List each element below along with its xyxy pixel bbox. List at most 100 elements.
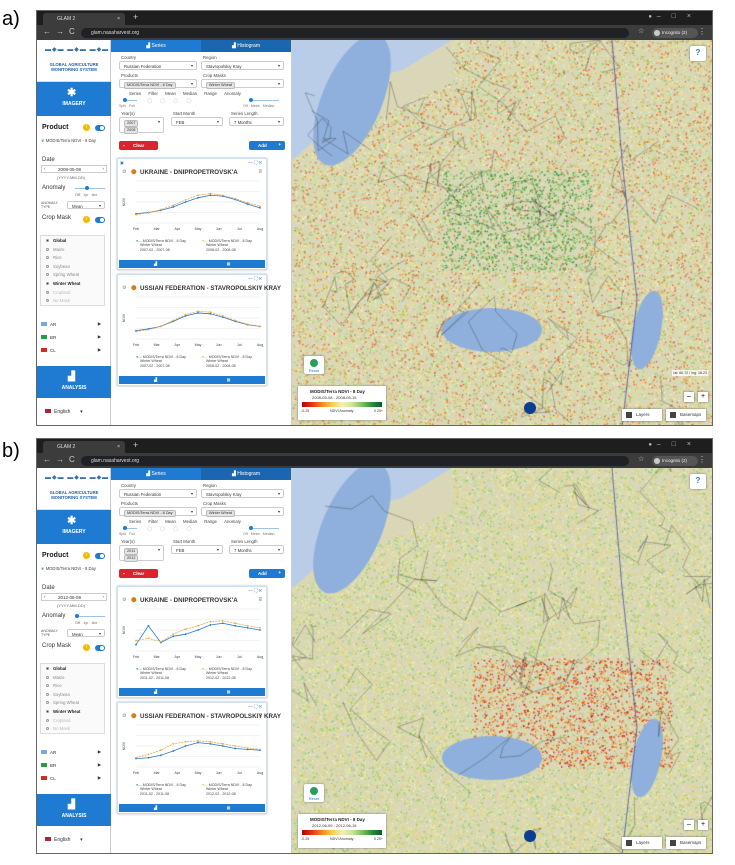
card-controls-icon[interactable]: — ⛶ ✕ — [248, 276, 262, 281]
region-select[interactable]: Stavropolskiy Kray — [201, 61, 284, 70]
series-point[interactable] — [159, 208, 162, 211]
series-point[interactable] — [159, 640, 162, 643]
series-point[interactable] — [234, 747, 237, 750]
series-length-select[interactable]: 7 Months — [229, 545, 284, 554]
series-point[interactable] — [197, 194, 199, 197]
series-point[interactable] — [172, 633, 175, 636]
layers-button[interactable]: Layers — [622, 837, 662, 849]
anomaly-type-select[interactable]: Mean — [67, 201, 105, 209]
clear-button[interactable]: ▪ Clear — [119, 569, 158, 578]
url-field[interactable]: glam.nasaharvest.org — [81, 28, 629, 38]
years-select[interactable]: 2011 2012 — [119, 545, 164, 562]
series-point[interactable] — [209, 311, 212, 314]
zoom-in-button[interactable]: + — [698, 392, 708, 402]
card-controls-icon[interactable]: — ⛶ ✕ — [248, 160, 262, 165]
series-point[interactable] — [184, 740, 187, 743]
anomaly-slider-handle[interactable] — [85, 186, 89, 190]
line-chart-icon[interactable]: ▟ — [153, 805, 158, 810]
line-chart-icon[interactable]: ▟ — [153, 261, 158, 266]
series-point[interactable] — [246, 203, 249, 205]
series-point[interactable] — [147, 753, 150, 756]
series-point[interactable] — [259, 206, 261, 209]
bookmark-star-icon[interactable]: ☆ — [638, 456, 645, 463]
basemaps-button[interactable]: Basemaps — [666, 409, 706, 421]
region-select[interactable]: Stavropolskiy Kray — [201, 489, 284, 498]
series-point[interactable] — [221, 619, 224, 622]
settings-icon[interactable]: ⚙ — [122, 169, 127, 175]
zoom-out-button[interactable]: – — [684, 820, 694, 830]
crop-mask-item[interactable]: Cropland — [41, 716, 104, 725]
series-point[interactable] — [234, 624, 237, 627]
nav-buttons[interactable]: ←→C — [43, 455, 80, 464]
country-flag-row[interactable]: BR ▶ — [41, 762, 105, 770]
series-point[interactable] — [147, 212, 150, 214]
anomaly-slider[interactable] — [75, 186, 105, 190]
tab-series[interactable]: ▟ Series — [111, 468, 201, 480]
series-point[interactable] — [246, 323, 249, 326]
country-flag-row[interactable]: BR ▶ — [41, 334, 105, 342]
tab-close-icon[interactable]: × — [117, 16, 120, 22]
anomaly-type-select[interactable]: Mean — [67, 629, 105, 637]
settings-icon[interactable]: ⚙ — [122, 285, 127, 291]
add-button[interactable]: Add + — [249, 141, 285, 150]
series-point[interactable] — [197, 310, 199, 313]
series-point[interactable] — [259, 205, 261, 208]
reset-button[interactable]: Reset — [304, 784, 324, 802]
help-button[interactable]: ? — [690, 474, 706, 489]
series-point[interactable] — [234, 319, 237, 322]
series-point[interactable] — [135, 213, 137, 216]
crop-mask-item[interactable]: Rice — [41, 681, 104, 690]
series-slider[interactable] — [123, 98, 137, 102]
card-menu-icon[interactable]: ≡ — [258, 285, 262, 291]
crop-mask-chip[interactable]: Winter Wheat — [206, 510, 235, 517]
anomaly-slider-handle[interactable] — [75, 614, 79, 618]
series-point[interactable] — [172, 743, 175, 745]
series-point[interactable] — [184, 633, 187, 636]
date-next-icon[interactable]: › — [102, 594, 105, 599]
card-menu-icon[interactable]: ≡ — [258, 713, 262, 719]
product-toggle[interactable] — [95, 553, 105, 559]
window-controls[interactable]: –□× — [656, 441, 702, 448]
series-point[interactable] — [135, 643, 137, 646]
series-point[interactable] — [197, 312, 199, 314]
crop-mask-item[interactable]: Maize — [41, 673, 104, 682]
series-point[interactable] — [197, 740, 199, 742]
table-icon[interactable]: ▦ — [226, 377, 231, 382]
date-next-icon[interactable]: › — [102, 166, 105, 171]
start-month-select[interactable]: FEB — [171, 545, 223, 554]
line-chart-icon[interactable]: ▟ — [153, 377, 158, 382]
series-point[interactable] — [246, 747, 249, 749]
window-controls[interactable]: –□× — [656, 13, 702, 20]
crop-mask-item-selected[interactable]: Winter Wheat — [41, 279, 104, 288]
series-point[interactable] — [209, 743, 212, 745]
date-prev-icon[interactable]: ‹ — [44, 166, 46, 171]
series-point[interactable] — [209, 194, 212, 197]
series-point[interactable] — [159, 754, 162, 757]
settings-icon[interactable]: ⚙ — [122, 713, 127, 719]
reset-button[interactable]: Reset — [304, 356, 324, 374]
crop-mask-item[interactable]: Rice — [41, 253, 104, 262]
country-flag-row[interactable]: AR ▶ — [41, 321, 105, 329]
products-select[interactable]: MODIS/Terra NDVI - 8 Day — [119, 79, 197, 89]
settings-icon[interactable]: ⚙ — [122, 597, 127, 603]
series-point[interactable] — [221, 622, 224, 625]
year-chip[interactable]: 2012 — [124, 555, 139, 562]
series-point[interactable] — [259, 748, 261, 751]
crop-masks-select[interactable]: Winter Wheat — [201, 507, 284, 517]
series-point[interactable] — [135, 756, 137, 759]
series-point[interactable] — [197, 741, 199, 744]
table-icon[interactable]: ▦ — [226, 689, 231, 694]
year-chip[interactable]: 2008 — [124, 127, 139, 134]
table-icon[interactable]: ▦ — [226, 261, 231, 266]
series-point[interactable] — [147, 624, 150, 627]
tab-close-icon[interactable]: × — [117, 444, 120, 450]
series-point[interactable] — [221, 194, 224, 197]
imagery-button[interactable]: ✱ IMAGERY — [37, 82, 111, 116]
product-chip[interactable]: MODIS/Terra NDVI - 8 Day — [124, 510, 176, 517]
crop-mask-item[interactable]: Cropland — [41, 288, 104, 297]
card-controls-icon[interactable]: — ⛶ ✕ — [248, 704, 262, 709]
series-point[interactable] — [184, 201, 187, 203]
country-flag-row[interactable]: AR ▶ — [41, 749, 105, 757]
analysis-button[interactable]: ▟ ANALYSIS — [37, 366, 111, 398]
card-menu-icon[interactable]: ≡ — [258, 597, 262, 603]
